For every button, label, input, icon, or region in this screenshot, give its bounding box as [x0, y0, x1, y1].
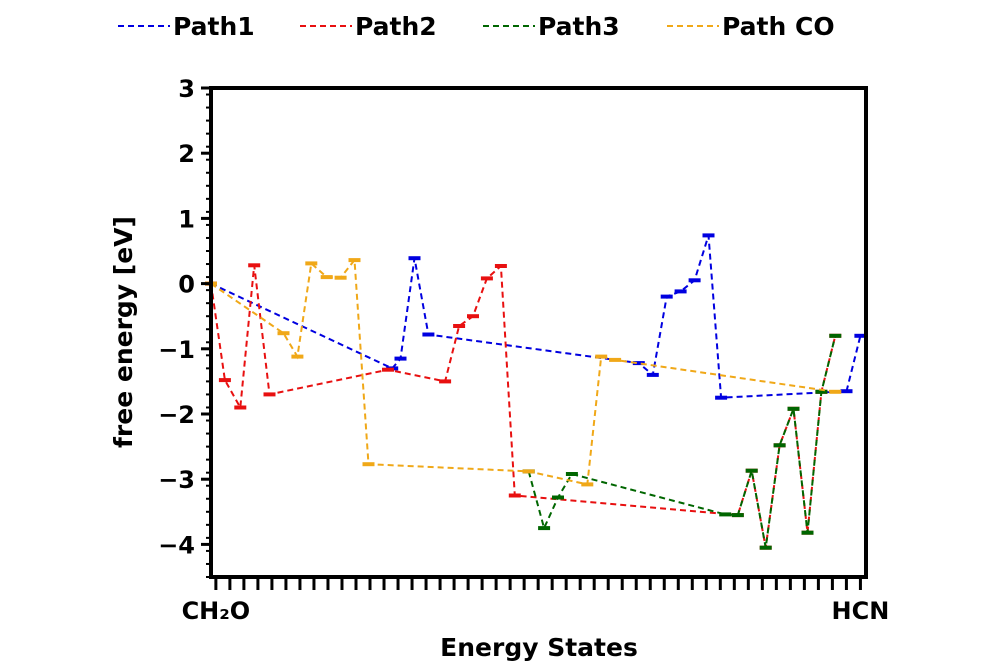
series-line	[210, 235, 862, 399]
series-4	[205, 257, 842, 487]
legend-entry: Path CO	[667, 12, 835, 41]
series-layer	[205, 233, 867, 550]
y-tick-label: 0	[178, 271, 195, 299]
axes-layer: 3 2 1 0 −1 −2 −3 −4 CH₂O HCN	[158, 75, 889, 625]
legend-entry: Path2	[300, 12, 437, 41]
plot-frame	[209, 86, 868, 579]
y-tick-label: 1	[178, 205, 195, 233]
y-tick-label: 2	[178, 140, 195, 168]
y-tick-label: −3	[158, 466, 195, 494]
series-1	[205, 233, 867, 400]
legend-entry: Path1	[118, 12, 255, 41]
y-tick-label: −2	[158, 401, 195, 429]
legend: Path1 Path2 Path3 Path CO	[118, 12, 835, 41]
y-tick-label: 3	[178, 75, 195, 103]
legend-label: Path1	[173, 12, 255, 41]
y-tick-label: −4	[158, 531, 195, 559]
series-3	[522, 333, 842, 550]
series-line	[210, 257, 836, 486]
series-line	[527, 335, 837, 548]
legend-label: Path CO	[722, 12, 835, 41]
legend-entry: Path3	[483, 12, 620, 41]
legend-label: Path3	[538, 12, 620, 41]
x-axis-label: Energy States	[440, 633, 638, 662]
series-2	[205, 263, 842, 550]
legend-label: Path2	[355, 12, 437, 41]
y-tick-label: −1	[158, 336, 195, 364]
y-axis-label: free energy [eV]	[109, 216, 138, 448]
x-tick-label: CH₂O	[182, 597, 251, 625]
series-line	[210, 263, 837, 548]
x-tick-label: HCN	[832, 597, 890, 625]
